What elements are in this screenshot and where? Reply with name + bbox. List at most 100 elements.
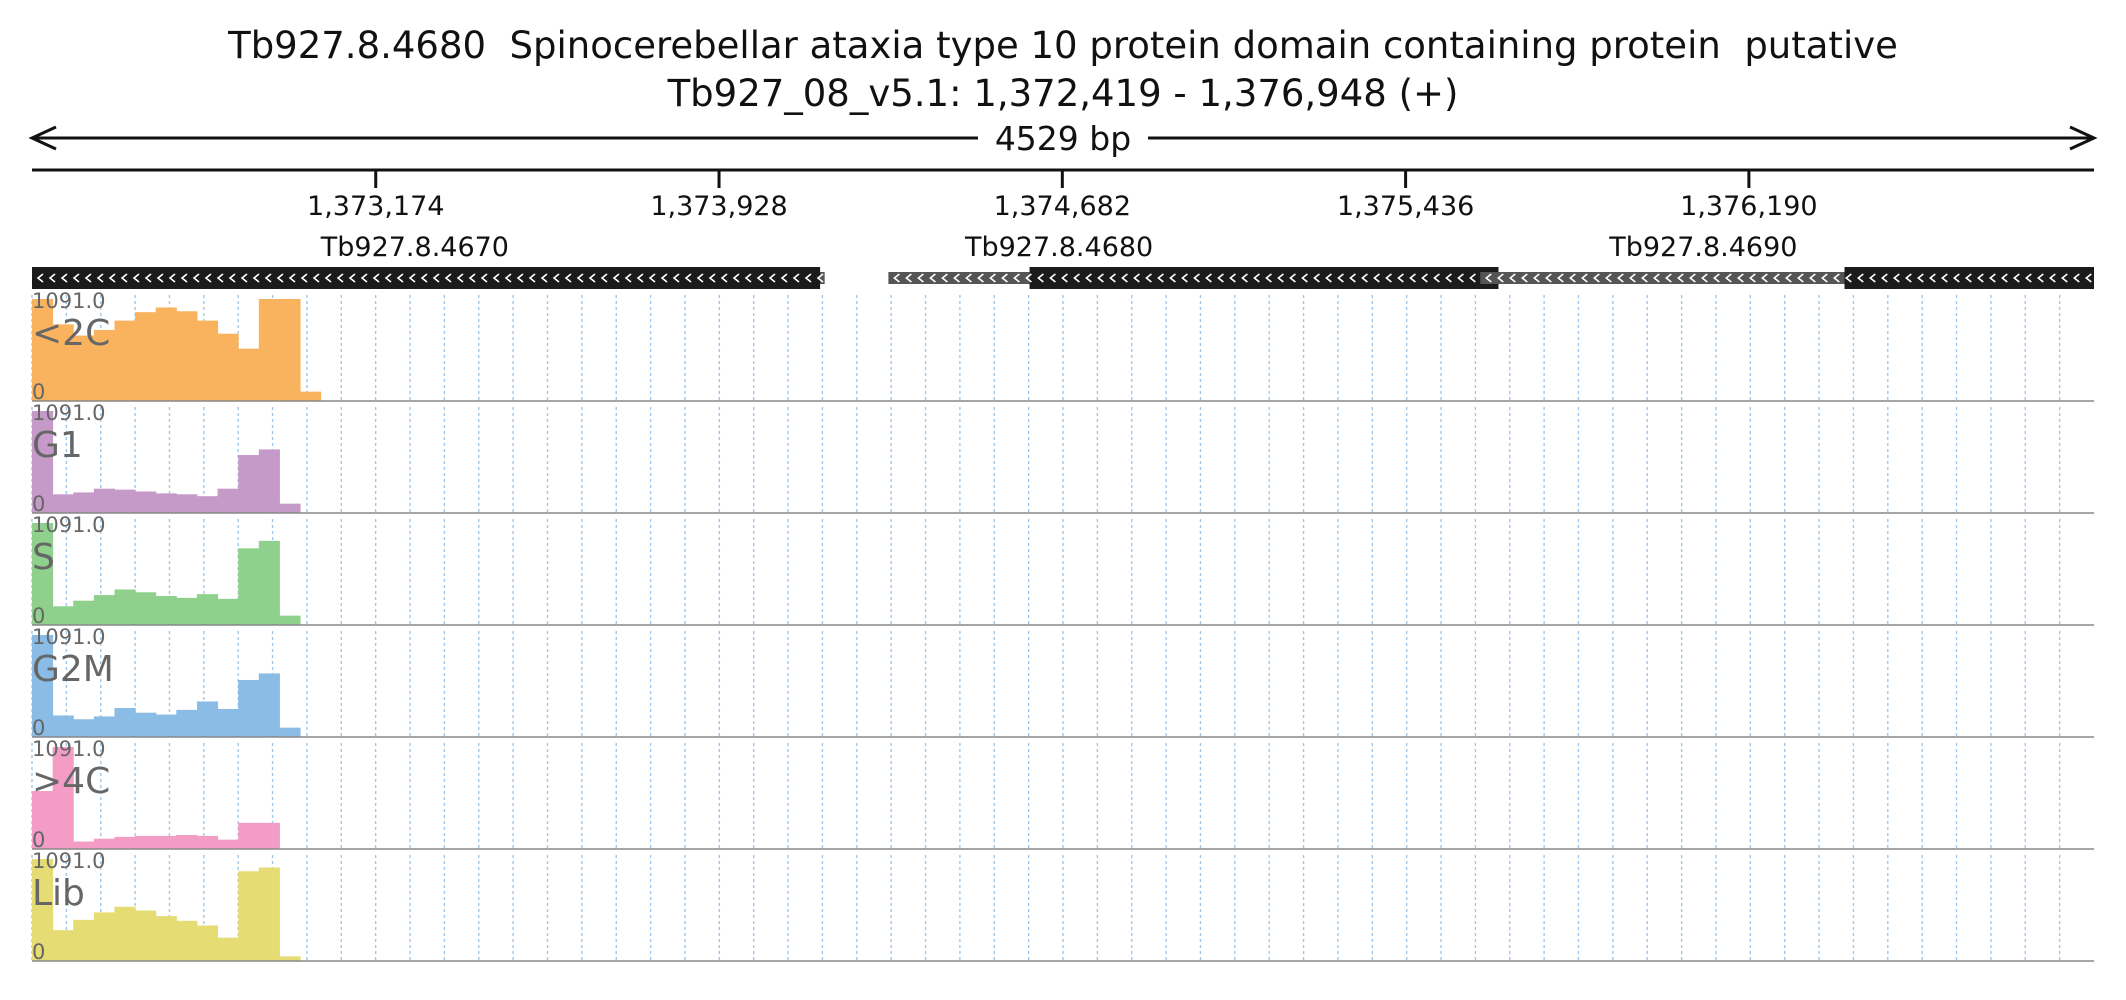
strand-arrow [1337, 273, 1344, 283]
strand-arrow [1952, 273, 1960, 283]
strand-arrow [1784, 273, 1792, 283]
coverage-bar [52, 930, 74, 961]
strand-arrow [324, 273, 332, 283]
coverage-bar [114, 708, 136, 737]
strand-arrow [780, 273, 788, 283]
strand-arrow [1736, 273, 1744, 283]
axis-tick-label: 1,375,436 [1337, 191, 1474, 222]
strand-arrow [1616, 273, 1624, 283]
strand-arrow [240, 273, 248, 283]
coverage-bar [238, 822, 260, 849]
coverage-bar [155, 307, 177, 401]
region-subtitle: Tb927_08_v5.1: 1,372,419 - 1,376,948 (+) [667, 72, 1459, 115]
coverage-bar [279, 299, 301, 401]
strand-arrow [1892, 273, 1900, 283]
strand-arrow [2084, 273, 2092, 283]
coverage-bar [114, 320, 136, 401]
strand-arrow [1544, 273, 1552, 283]
strand-arrow [1361, 273, 1368, 283]
track-name: G2M [32, 649, 114, 690]
strand-arrow [276, 273, 284, 283]
strand-arrow [1001, 273, 1008, 283]
strand-arrow [1772, 273, 1780, 283]
strand-arrow [1013, 273, 1020, 283]
strand-arrow [1556, 273, 1564, 283]
strand-arrow [1421, 273, 1428, 283]
coverage-bar [238, 548, 260, 625]
strand-arrow [504, 273, 512, 283]
strand-arrow [1241, 273, 1248, 283]
right-arrowhead [2069, 125, 2098, 151]
coverage-bar [93, 595, 115, 625]
strand-arrow [744, 273, 752, 283]
strand-arrow [905, 273, 912, 283]
strand-arrow [1532, 273, 1540, 283]
coverage-bar [52, 747, 74, 849]
gene-cds [1029, 267, 1499, 289]
strand-arrow [72, 273, 80, 283]
strand-arrow [60, 273, 68, 283]
strand-arrow [2000, 273, 2008, 283]
strand-arrow [444, 273, 452, 283]
strand-arrow [456, 273, 464, 283]
strand-arrow [1916, 273, 1924, 283]
track-ymax-label: 1091.0 [32, 513, 105, 537]
strand-arrow [180, 273, 188, 283]
strand-arrow [1832, 273, 1840, 283]
strand-arrow [96, 273, 104, 283]
coverage-bar [52, 324, 74, 401]
strand-arrow [564, 273, 572, 283]
strand-arrow [2012, 273, 2020, 283]
strand-arrow [1037, 273, 1044, 283]
strand-arrow [1121, 273, 1128, 283]
coverage-bar [73, 719, 95, 737]
axis-tick-label: 1,376,190 [1680, 191, 1817, 222]
gene-label: Tb927.8.4670 [320, 232, 509, 263]
coverage-bar [135, 491, 157, 513]
coverage-bar [114, 489, 136, 513]
strand-arrow [264, 273, 272, 283]
strand-arrow [977, 273, 984, 283]
strand-arrow [1205, 273, 1212, 283]
coverage-bar [114, 906, 136, 961]
gene-label: Tb927.8.4680 [964, 232, 1153, 263]
strand-arrow [372, 273, 380, 283]
strand-arrow [1508, 273, 1516, 283]
strand-arrow [941, 273, 948, 283]
strand-arrow [492, 273, 500, 283]
strand-arrow [2024, 273, 2032, 283]
coverage-bar [238, 679, 260, 737]
strand-arrow [396, 273, 404, 283]
track-ymax-label: 1091.0 [32, 737, 105, 761]
coverage-bar [52, 606, 74, 625]
coverage-bar [73, 841, 95, 849]
strand-arrow [792, 273, 800, 283]
strand-arrow [2060, 273, 2068, 283]
strand-arrow [1628, 273, 1636, 283]
strand-arrow [1484, 273, 1492, 283]
strand-arrow [1169, 273, 1176, 283]
strand-arrow [1724, 273, 1732, 283]
coverage-bar [238, 455, 260, 513]
strand-arrow [1856, 273, 1864, 283]
coverage-bar [155, 916, 177, 961]
coverage-bar [155, 835, 177, 849]
track-name: Lib [32, 873, 85, 914]
strand-arrow [1904, 273, 1912, 283]
coverage-bar [258, 822, 280, 849]
strand-arrow [1604, 273, 1612, 283]
strand-arrow [228, 273, 236, 283]
track-name: >4C [32, 761, 110, 802]
coverage-bar [258, 449, 280, 513]
strand-arrow [1385, 273, 1392, 283]
gene-title: Tb927.8.4680 Spinocerebellar ataxia type… [228, 24, 1898, 67]
coverage-bar [32, 523, 54, 625]
strand-arrow [132, 273, 140, 283]
coverage-bar [279, 503, 301, 513]
coverage-bar [93, 912, 115, 961]
coverage-bar [217, 708, 239, 737]
coverage-bar [196, 925, 219, 961]
strand-arrow [917, 273, 924, 283]
strand-arrow [1109, 273, 1116, 283]
